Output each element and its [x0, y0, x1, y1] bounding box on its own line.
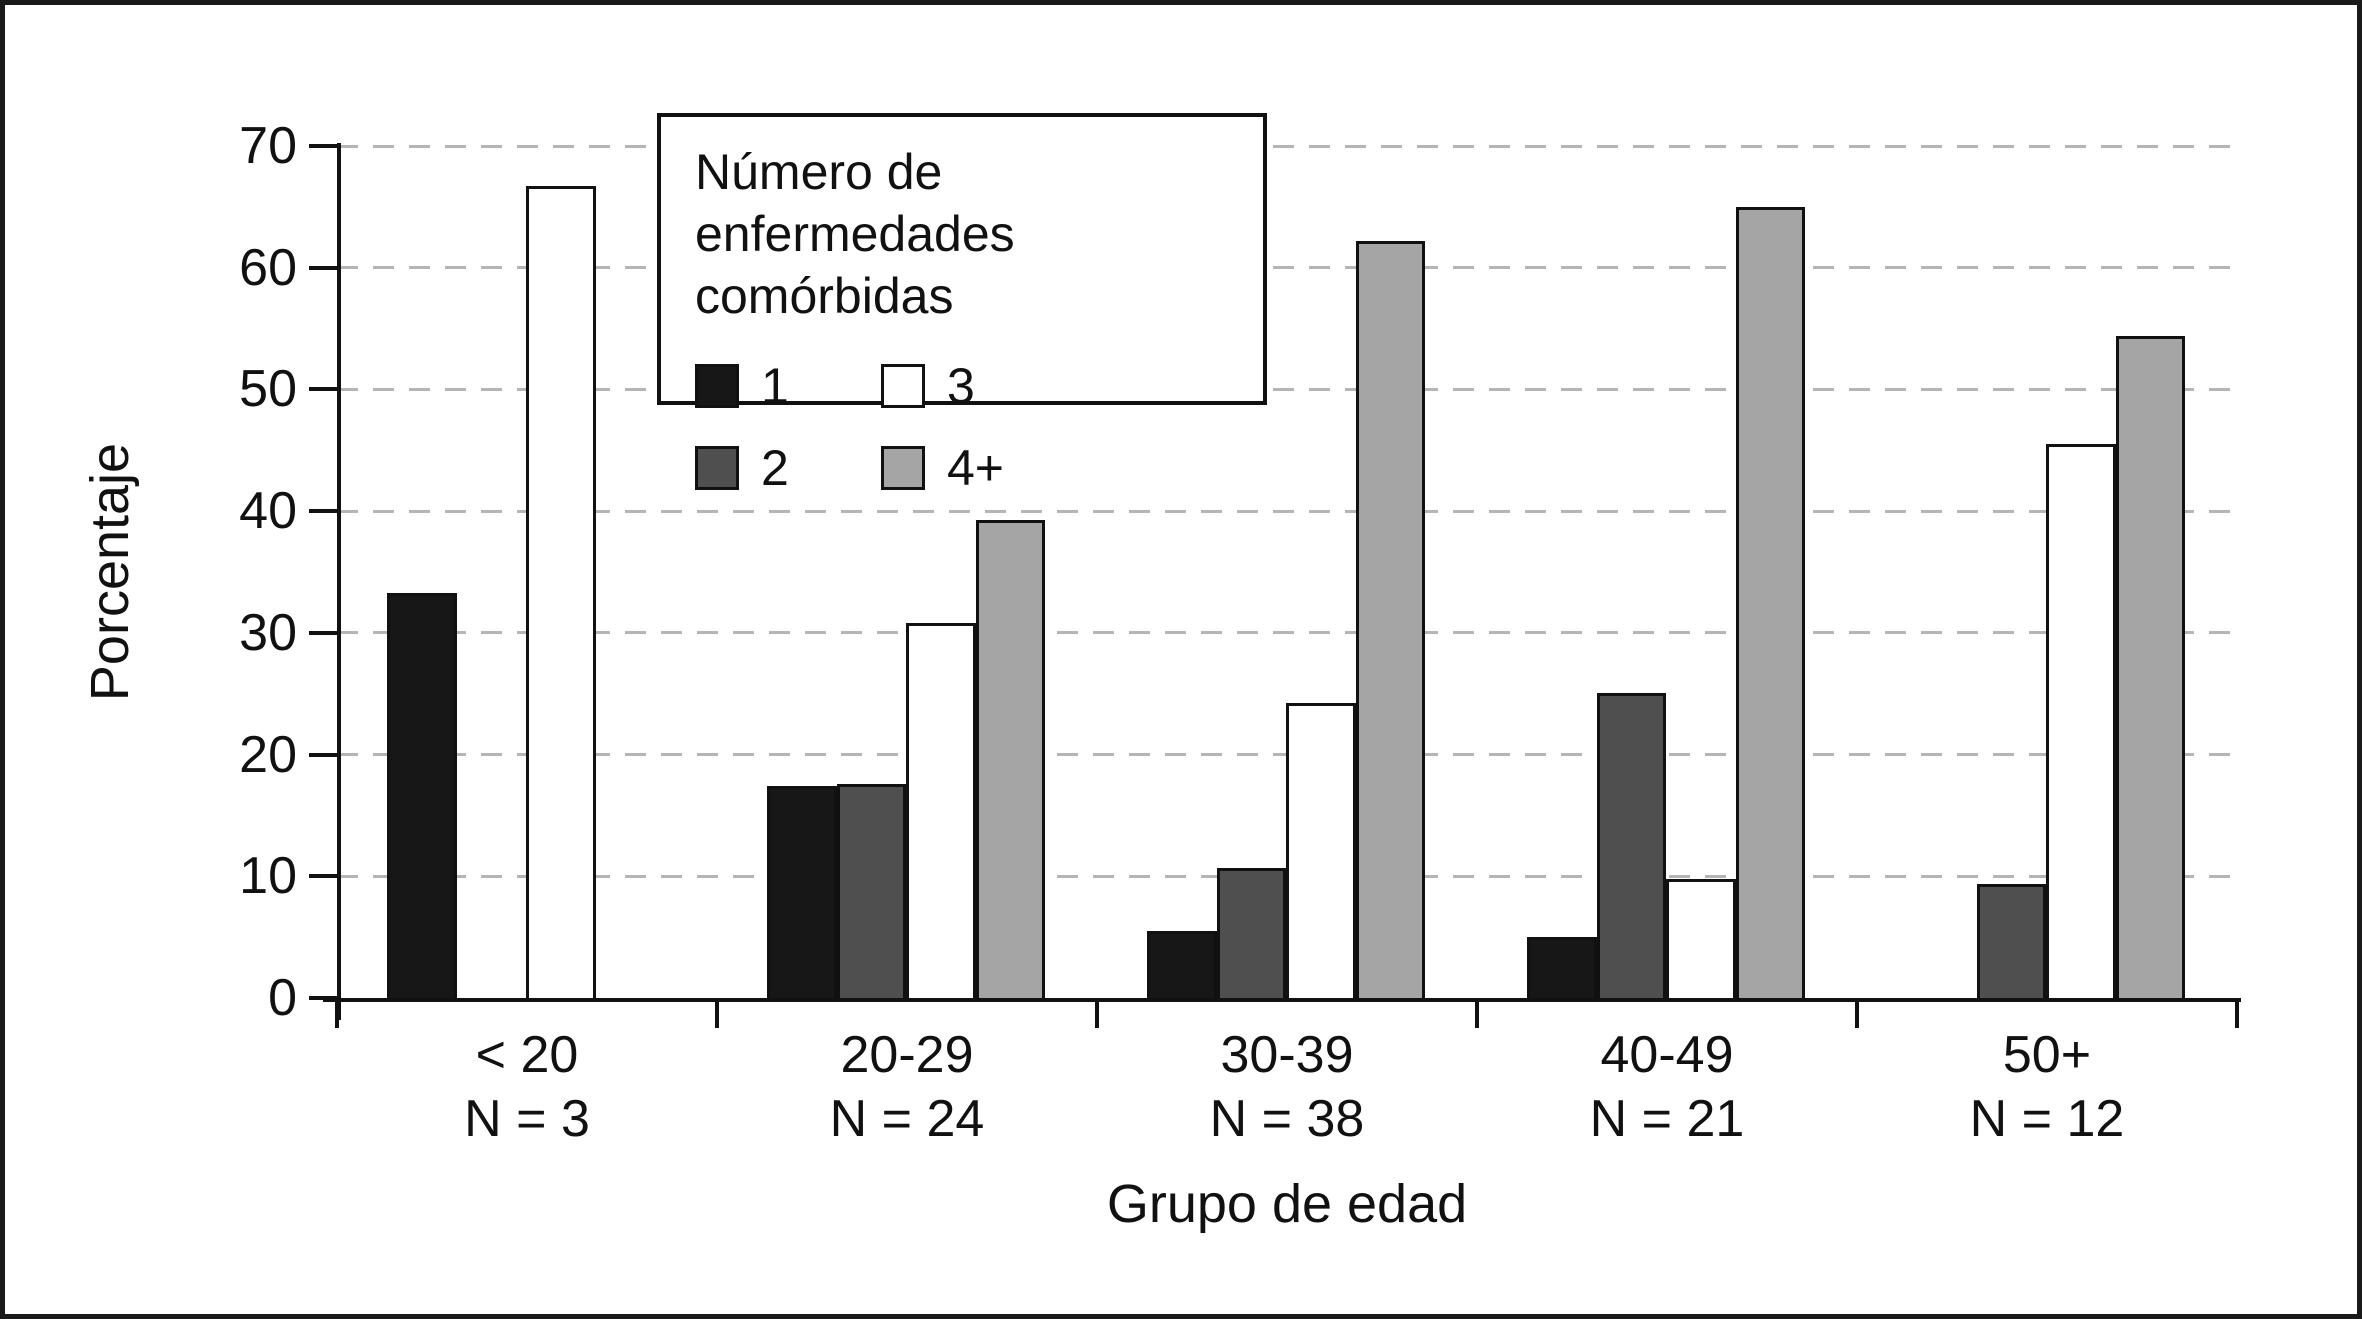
x-tick-0	[335, 998, 339, 1028]
x-tick-1	[715, 998, 719, 1028]
bar-series-3-group-5	[2046, 444, 2116, 998]
x-category-label-1: < 20	[475, 1026, 579, 1084]
legend-item-3: 3	[881, 357, 1263, 415]
y-tick-70	[309, 144, 337, 149]
legend-item-4+: 4+	[881, 439, 1263, 497]
x-category-label-5: 50+	[2002, 1026, 2092, 1084]
gridline-70	[337, 144, 2241, 148]
gridline-50	[337, 387, 2241, 391]
bar-series-1-group-4	[1527, 937, 1597, 998]
y-tick-label-60: 60	[239, 238, 297, 297]
y-tick-60	[309, 265, 337, 270]
bar-series-4+-group-4	[1735, 206, 1805, 998]
gridline-30	[337, 631, 2241, 635]
legend-box: Número de enfermedades comórbidas 1 3 2 4+	[657, 113, 1267, 496]
legend-label-1: 1	[761, 358, 789, 414]
y-tick-label-40: 40	[239, 482, 297, 541]
y-tick-label-30: 30	[239, 603, 297, 662]
legend-swatch-1	[695, 364, 739, 408]
legend-title-line2: comórbidas	[695, 268, 954, 324]
x-category-sublabel-5: N = 12	[1969, 1090, 2125, 1148]
bar-series-2-group-2	[836, 783, 906, 998]
bar-series-3-group-1	[526, 186, 596, 998]
bar-series-4+-group-3	[1355, 240, 1425, 998]
bar-series-1-group-3	[1147, 931, 1217, 998]
y-axis-line	[337, 143, 341, 1020]
x-category-sublabel-1: N = 3	[464, 1090, 590, 1148]
y-tick-30	[309, 630, 337, 635]
legend-swatch-4+	[881, 446, 925, 490]
bar-series-4+-group-5	[2115, 335, 2185, 998]
y-tick-label-10: 10	[239, 847, 297, 906]
x-axis-line	[323, 998, 2241, 1002]
bar-series-3-group-2	[906, 623, 976, 998]
y-tick-label-50: 50	[239, 360, 297, 419]
legend-swatch-3	[881, 364, 925, 408]
x-category-sublabel-2: N = 24	[829, 1090, 985, 1148]
legend-label-3: 3	[947, 358, 975, 414]
y-axis-title: Porcentaje	[80, 442, 140, 701]
x-category-sublabel-3: N = 38	[1209, 1090, 1365, 1148]
y-tick-label-70: 70	[239, 117, 297, 176]
bar-series-1-group-2	[767, 786, 837, 998]
gridline-60	[337, 266, 2241, 270]
gridline-40	[337, 509, 2241, 513]
x-category-label-2: 20-29	[840, 1026, 974, 1084]
x-category-label-3: 30-39	[1220, 1026, 1354, 1084]
legend-title-line1: Número de enfermedades	[695, 144, 1015, 262]
y-tick-0	[309, 996, 337, 1000]
bar-series-1-group-1	[387, 592, 457, 998]
bar-series-2-group-5	[1976, 883, 2046, 998]
legend-label-4+: 4+	[947, 440, 1005, 496]
y-tick-20	[309, 752, 337, 757]
y-tick-10	[309, 874, 337, 879]
legend-item-1: 1	[695, 357, 881, 415]
y-tick-label-0: 0	[268, 969, 297, 1027]
bar-series-3-group-3	[1286, 703, 1356, 998]
bar-series-3-group-4	[1666, 878, 1736, 998]
legend-items: 1 3 2 4+	[695, 345, 1263, 509]
bar-series-2-group-4	[1596, 692, 1666, 998]
x-category-sublabel-4: N = 21	[1589, 1090, 1745, 1148]
legend-label-2: 2	[761, 440, 789, 496]
legend-swatch-2	[695, 446, 739, 490]
y-tick-50	[309, 387, 337, 392]
bar-series-2-group-3	[1216, 867, 1286, 998]
legend-item-2: 2	[695, 439, 881, 497]
y-tick-40	[309, 509, 337, 514]
x-axis-title: Grupo de edad	[1106, 1174, 1468, 1234]
bar-series-4+-group-2	[975, 519, 1045, 998]
y-tick-label-20: 20	[239, 725, 297, 784]
x-tick-4	[1855, 998, 1859, 1028]
x-category-label-4: 40-49	[1600, 1026, 1734, 1084]
x-tick-5	[2235, 998, 2239, 1028]
x-tick-2	[1095, 998, 1099, 1028]
x-tick-3	[1475, 998, 1479, 1028]
